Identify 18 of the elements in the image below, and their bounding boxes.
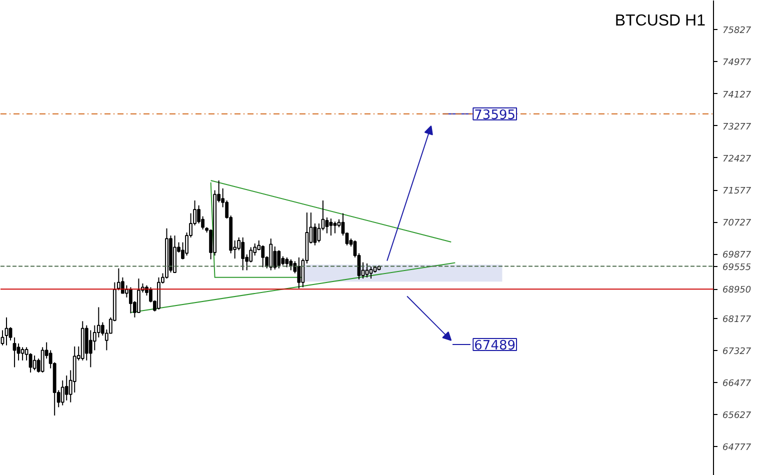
y-tick-label: 70727 xyxy=(722,218,752,229)
y-tick-label: 74127 xyxy=(722,90,752,100)
y-tick-label: 71577 xyxy=(722,186,752,197)
y-tick-label: 72427 xyxy=(722,154,752,164)
ref-line-label: 68950 xyxy=(722,286,752,296)
y-tick-label: 73277 xyxy=(722,122,752,132)
y-tick-label: 67327 xyxy=(722,346,752,357)
y-tick-label: 64777 xyxy=(722,443,752,454)
y-tick-label: 66477 xyxy=(722,378,752,389)
annotation: 67489 xyxy=(474,338,516,354)
y-tick-label: 75827 xyxy=(722,26,752,36)
y-tick-label: 68177 xyxy=(722,314,752,325)
y-tick-label: 65627 xyxy=(722,410,752,421)
ref-line-label: 69555 xyxy=(722,262,752,273)
y-tick-label: 74977 xyxy=(722,58,752,68)
y-tick-label: 69877 xyxy=(722,250,752,261)
text: BTCUSD H1 xyxy=(614,12,706,30)
annotation: 73595 xyxy=(474,108,516,123)
